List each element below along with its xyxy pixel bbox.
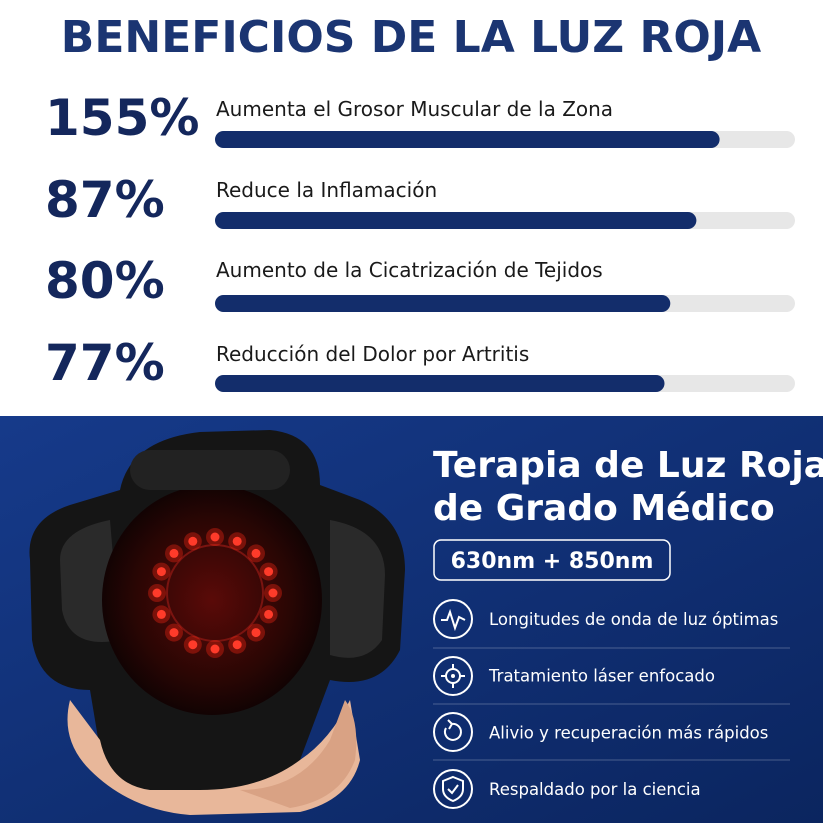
bar-fill xyxy=(215,131,720,148)
ring xyxy=(166,544,264,642)
led xyxy=(232,536,242,546)
stat-value: 80% xyxy=(45,252,165,310)
title: BENEFICIOS DE LA LUZ ROJA xyxy=(61,12,761,63)
bar-fill xyxy=(215,295,671,312)
led-ring xyxy=(148,528,282,658)
separators xyxy=(433,647,790,761)
bar-fill xyxy=(215,375,665,392)
feature-icons xyxy=(433,599,473,809)
led xyxy=(188,536,198,546)
stat-label: Aumento de la Cicatrización de Tejidos xyxy=(216,258,603,282)
led xyxy=(169,628,179,638)
led xyxy=(264,567,274,577)
feature-text: Alivio y recuperación más rápidos xyxy=(489,723,768,742)
feature-text: Tratamiento láser enfocado xyxy=(488,667,715,686)
feature-text: Longitudes de onda de luz óptimas xyxy=(489,610,778,629)
stat-value: 155% xyxy=(45,89,199,147)
led xyxy=(251,548,261,558)
stat-label: Reduce la Inflamación xyxy=(216,178,437,202)
led xyxy=(152,588,162,598)
stat-value: 77% xyxy=(45,334,165,392)
stat-label: Aumenta el Grosor Muscular de la Zona xyxy=(216,97,613,121)
badge-text: 630nm + 850nm xyxy=(451,549,654,574)
panel-title: Terapia de Luz Roja xyxy=(433,445,823,486)
led xyxy=(232,640,242,650)
stat-label: Reducción del Dolor por Artritis xyxy=(216,342,529,366)
panel-title: de Grado Médico xyxy=(433,488,775,529)
badge xyxy=(433,539,671,581)
led xyxy=(251,628,261,638)
led xyxy=(210,532,220,542)
led xyxy=(156,567,166,577)
stat-value: 87% xyxy=(45,171,165,229)
device-image xyxy=(29,430,405,815)
led xyxy=(169,548,179,558)
led xyxy=(156,609,166,619)
led xyxy=(210,644,220,654)
stats: 155% Aumenta el Grosor Muscular de la Zon… xyxy=(45,89,795,392)
led xyxy=(268,588,278,598)
feature-text: Respaldado por la ciencia xyxy=(489,780,701,799)
led xyxy=(188,640,198,650)
led xyxy=(264,609,274,619)
bar-fill xyxy=(215,212,697,229)
